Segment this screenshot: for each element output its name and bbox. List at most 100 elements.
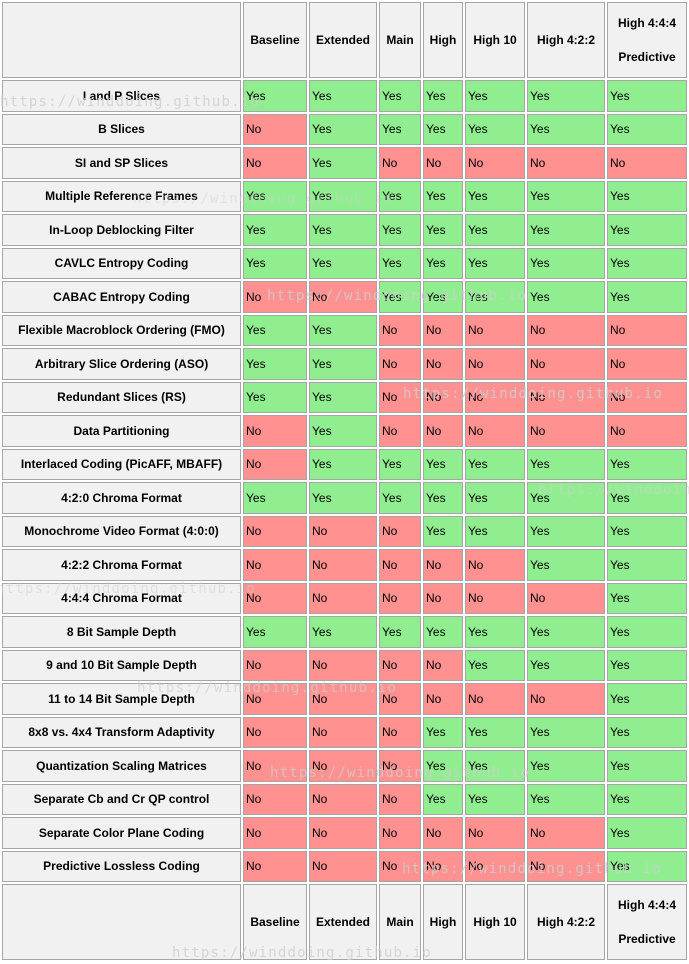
feature-label: Multiple Reference Frames xyxy=(2,180,241,212)
feature-label: 8x8 vs. 4x4 Transform Adaptivity xyxy=(2,716,241,748)
value-cell: No xyxy=(243,649,307,681)
profile-header-text: High 4:2:2 xyxy=(528,915,604,929)
feature-label: Separate Cb and Cr QP control xyxy=(2,783,241,815)
value-cell: Yes xyxy=(423,448,463,480)
value-cell: Yes xyxy=(379,214,421,246)
value-cell: Yes xyxy=(379,616,421,648)
header-row: Baseline Extended Main High High 10 High 4:2:… xyxy=(2,2,687,78)
table-row: 4:4:4 Chroma Format No No No No No No Yes xyxy=(2,582,687,614)
value-cell: Yes xyxy=(423,750,463,782)
profile-header-text: Main xyxy=(380,915,420,929)
value-cell: Yes xyxy=(309,80,377,112)
value-cell: No xyxy=(309,750,377,782)
header-profile-high-10: High 10 xyxy=(465,2,525,78)
value-cell: Yes xyxy=(423,716,463,748)
table-row: CAVLC Entropy Coding Yes Yes Yes Yes Yes Yes Ye… xyxy=(2,247,687,279)
footer-profile-high-4-4-4-predictive: High 4:4:4 Predictive xyxy=(607,884,687,960)
value-cell: Yes xyxy=(309,147,377,179)
value-cell: No xyxy=(379,850,421,882)
value-cell: No xyxy=(243,750,307,782)
profile-header-line: High 4:2:2 xyxy=(536,915,595,929)
feature-label: Separate Color Plane Coding xyxy=(2,817,241,849)
value-cell: No xyxy=(465,683,525,715)
header-profile-high-4-2-2: High 4:2:2 xyxy=(527,2,605,78)
value-cell: No xyxy=(243,549,307,581)
value-cell: Yes xyxy=(607,616,687,648)
value-cell: No xyxy=(527,381,605,413)
table-row: Separate Color Plane Coding No No No No No No Y… xyxy=(2,817,687,849)
header-profile-high-4-4-4-predictive: High 4:4:4 Predictive xyxy=(607,2,687,78)
feature-label: 4:2:0 Chroma Format xyxy=(2,482,241,514)
profile-header-line: Main xyxy=(386,33,414,47)
value-cell: No xyxy=(309,549,377,581)
profile-header-line: Baseline xyxy=(250,33,300,47)
value-cell: Yes xyxy=(607,549,687,581)
value-cell: No xyxy=(423,415,463,447)
value-cell: No xyxy=(607,381,687,413)
table-row: 9 and 10 Bit Sample Depth No No No No Yes Yes Y… xyxy=(2,649,687,681)
value-cell: Yes xyxy=(243,80,307,112)
feature-label: Interlaced Coding (PicAFF, MBAFF) xyxy=(2,448,241,480)
value-cell: Yes xyxy=(309,348,377,380)
value-cell: Yes xyxy=(527,281,605,313)
value-cell: No xyxy=(243,147,307,179)
feature-label: In-Loop Deblocking Filter xyxy=(2,214,241,246)
feature-label: 4:2:2 Chroma Format xyxy=(2,549,241,581)
feature-label: Flexible Macroblock Ordering (FMO) xyxy=(2,314,241,346)
value-cell: Yes xyxy=(465,247,525,279)
value-cell: Yes xyxy=(243,482,307,514)
value-cell: Yes xyxy=(379,448,421,480)
value-cell: No xyxy=(527,850,605,882)
value-cell: Yes xyxy=(607,180,687,212)
table-row: 4:2:2 Chroma Format No No No No No Yes Yes xyxy=(2,549,687,581)
profile-header-text: Extended xyxy=(310,915,376,929)
value-cell: No xyxy=(243,415,307,447)
profile-header-line: Predictive xyxy=(618,932,676,946)
profile-header-line: High 4:4:4 xyxy=(617,16,676,30)
value-cell: No xyxy=(465,850,525,882)
value-cell: Yes xyxy=(527,247,605,279)
value-cell: Yes xyxy=(527,80,605,112)
value-cell: Yes xyxy=(465,716,525,748)
value-cell: No xyxy=(423,683,463,715)
value-cell: No xyxy=(423,649,463,681)
table-row: SI and SP Slices No Yes No No No No No xyxy=(2,147,687,179)
value-cell: Yes xyxy=(243,616,307,648)
value-cell: No xyxy=(243,281,307,313)
value-cell: No xyxy=(423,348,463,380)
value-cell: Yes xyxy=(309,381,377,413)
feature-label: Redundant Slices (RS) xyxy=(2,381,241,413)
table-row: Predictive Lossless Coding No No No No No No Ye… xyxy=(2,850,687,882)
value-cell: Yes xyxy=(465,113,525,145)
value-cell: No xyxy=(607,314,687,346)
value-cell: No xyxy=(379,314,421,346)
table-row: 8 Bit Sample Depth Yes Yes Yes Yes Yes Yes Yes xyxy=(2,616,687,648)
value-cell: Yes xyxy=(423,113,463,145)
table-row: Flexible Macroblock Ordering (FMO) Yes Yes… xyxy=(2,314,687,346)
value-cell: No xyxy=(379,348,421,380)
value-cell: No xyxy=(607,147,687,179)
profile-header-text: High 4:4:4 Predictive xyxy=(608,898,686,946)
value-cell: No xyxy=(379,683,421,715)
table-row: In-Loop Deblocking Filter Yes Yes Yes Yes Yes… xyxy=(2,214,687,246)
value-cell: Yes xyxy=(607,582,687,614)
feature-label: Data Partitioning xyxy=(2,415,241,447)
table-row: 11 to 14 Bit Sample Depth No No No No No No Yes xyxy=(2,683,687,715)
value-cell: No xyxy=(379,817,421,849)
value-cell: No xyxy=(527,314,605,346)
value-cell: Yes xyxy=(379,247,421,279)
value-cell: No xyxy=(379,515,421,547)
value-cell: Yes xyxy=(423,180,463,212)
footer-profile-high-10: High 10 xyxy=(465,884,525,960)
value-cell: No xyxy=(379,716,421,748)
value-cell: Yes xyxy=(243,348,307,380)
value-cell: No xyxy=(379,750,421,782)
feature-label: CABAC Entropy Coding xyxy=(2,281,241,313)
value-cell: Yes xyxy=(243,214,307,246)
profile-header-text: Extended xyxy=(310,33,376,47)
value-cell: No xyxy=(379,783,421,815)
table-row: Multiple Reference Frames Yes Yes Yes Yes Yes… xyxy=(2,180,687,212)
value-cell: Yes xyxy=(309,180,377,212)
profile-header-text: High 4:2:2 xyxy=(528,33,604,47)
header-corner-cell xyxy=(2,2,241,78)
